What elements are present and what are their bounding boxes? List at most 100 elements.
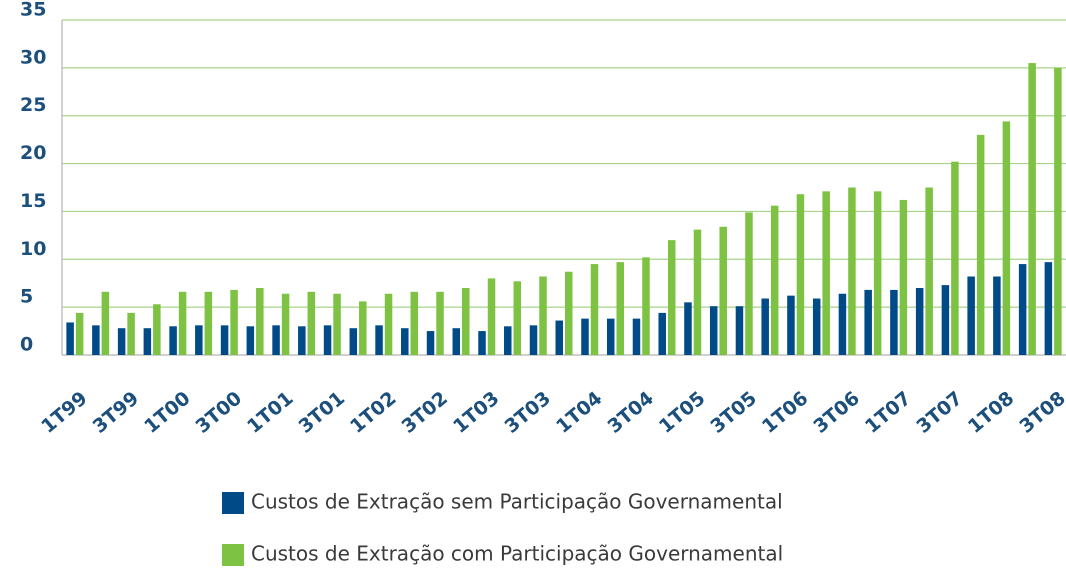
x-tick-label: 3T99	[89, 387, 143, 438]
x-tick-label: 3T00	[192, 387, 246, 438]
bar	[967, 276, 975, 355]
x-tick-label: 1T03	[449, 387, 503, 438]
x-tick-label: 1T04	[552, 387, 606, 438]
bar	[873, 191, 882, 355]
bar	[606, 318, 615, 355]
x-tick-label: 1T07	[861, 387, 915, 438]
bar	[770, 205, 779, 355]
bar	[487, 278, 496, 355]
bar	[1018, 264, 1027, 355]
bar	[101, 291, 110, 355]
x-tick-label: 1T02	[346, 387, 400, 438]
bar	[281, 293, 290, 355]
y-tick-label: 0	[20, 334, 33, 356]
bar	[333, 293, 341, 355]
bar	[761, 298, 769, 355]
bar	[153, 304, 161, 355]
bar	[951, 161, 959, 355]
x-tick-label: 1T06	[758, 387, 812, 438]
bar	[375, 325, 383, 355]
bar	[92, 325, 100, 355]
bar	[462, 288, 470, 355]
bar	[66, 322, 74, 355]
bar	[796, 194, 805, 355]
bar	[1002, 121, 1011, 355]
y-tick-label: 25	[20, 94, 46, 116]
bar	[555, 320, 563, 355]
bar	[178, 291, 187, 355]
x-tick-label: 3T06	[809, 387, 863, 438]
bar	[667, 240, 676, 355]
bar	[632, 318, 641, 355]
bar	[684, 302, 692, 355]
bar	[529, 325, 538, 355]
bar	[890, 289, 898, 355]
bar	[256, 288, 264, 355]
bar	[976, 134, 985, 355]
legend-label: Custos de Extração com Participação Gove…	[251, 542, 783, 566]
legend-label: Custos de Extração sem Participação Gove…	[251, 490, 783, 514]
x-tick-label: 3T08	[1015, 387, 1066, 438]
bar	[504, 326, 512, 355]
bar	[925, 187, 933, 355]
bar	[822, 191, 830, 355]
bar	[941, 285, 950, 355]
bar	[220, 325, 229, 355]
bar	[452, 328, 461, 355]
bar	[426, 331, 435, 355]
x-tick-label: 1T00	[140, 387, 194, 438]
x-tick-label: 1T05	[655, 387, 709, 438]
x-tick-label: 3T05	[707, 387, 761, 438]
bar	[719, 226, 727, 355]
bar	[993, 276, 1001, 355]
y-tick-label: 15	[20, 190, 46, 212]
bar	[298, 326, 306, 355]
x-tick-label: 3T01	[295, 387, 349, 438]
x-tick-label: 3T03	[501, 387, 555, 438]
bar	[787, 295, 795, 355]
bar	[230, 289, 238, 355]
y-tick-label: 20	[20, 142, 46, 164]
bar	[410, 291, 419, 355]
bar	[204, 291, 213, 355]
bar	[745, 212, 753, 355]
x-tick-label: 3T04	[604, 387, 658, 438]
legend-swatch	[222, 492, 244, 514]
legend-swatch	[222, 544, 244, 566]
bar	[307, 291, 316, 355]
bar	[1028, 63, 1036, 355]
bar	[384, 293, 393, 355]
bar	[1054, 67, 1062, 355]
bar	[1044, 262, 1053, 355]
x-tick-label: 1T08	[964, 387, 1018, 438]
x-tick-label: 1T99	[37, 387, 91, 438]
bar	[539, 276, 547, 355]
bar	[899, 199, 908, 355]
bar	[864, 289, 872, 355]
bar	[117, 328, 126, 355]
bar	[195, 325, 203, 355]
bar	[323, 325, 332, 355]
bar	[272, 325, 280, 355]
bar	[838, 293, 847, 355]
bar	[436, 291, 444, 355]
bar	[401, 328, 409, 355]
x-tick-label: 3T02	[398, 387, 452, 438]
bar	[359, 301, 367, 355]
bar	[478, 331, 486, 355]
bar	[693, 229, 702, 355]
y-tick-label: 30	[20, 46, 46, 68]
x-tick-label: 1T01	[243, 387, 297, 438]
bar	[590, 264, 599, 355]
bar	[642, 257, 650, 355]
y-tick-label: 5	[20, 286, 33, 308]
x-tick-label: 3T07	[912, 387, 966, 438]
bar	[513, 281, 522, 355]
bar	[169, 326, 177, 355]
y-tick-label: 10	[20, 238, 46, 260]
bar	[709, 306, 718, 355]
bar	[349, 328, 358, 355]
bar	[75, 312, 84, 355]
bar	[848, 187, 856, 355]
bar	[246, 326, 255, 355]
